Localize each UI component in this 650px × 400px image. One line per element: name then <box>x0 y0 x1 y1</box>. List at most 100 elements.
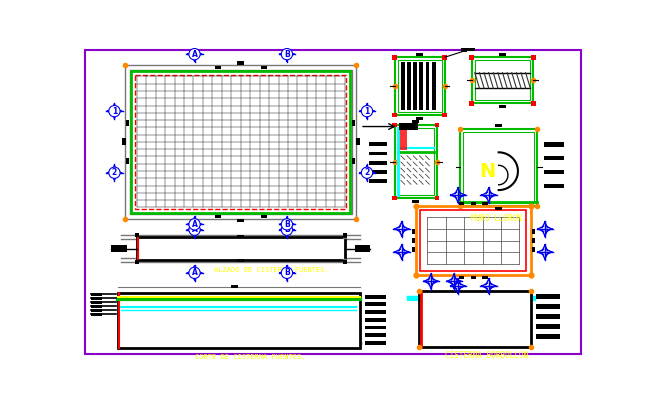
Bar <box>92 297 102 300</box>
Bar <box>461 48 474 51</box>
Bar <box>365 333 386 337</box>
Bar <box>474 60 530 100</box>
Bar <box>460 129 537 206</box>
Text: A: A <box>192 50 198 59</box>
Bar <box>415 206 531 275</box>
Bar <box>435 123 439 127</box>
Bar <box>237 62 244 65</box>
Bar <box>482 202 488 205</box>
Bar <box>237 218 244 222</box>
Bar <box>92 313 102 316</box>
Bar <box>343 233 346 237</box>
Bar <box>355 245 370 252</box>
Bar <box>356 138 359 146</box>
Bar <box>393 196 397 200</box>
Bar <box>461 49 467 52</box>
Bar <box>398 128 407 150</box>
Text: ALZADO DE CISTERNA FUENTES.: ALZADO DE CISTERNA FUENTES. <box>214 267 329 273</box>
Bar <box>443 113 447 117</box>
Bar <box>531 101 536 106</box>
Bar <box>237 235 244 238</box>
Bar <box>214 66 221 69</box>
Bar <box>413 200 419 203</box>
Bar <box>499 53 506 56</box>
Bar <box>393 113 397 117</box>
Bar <box>135 260 138 264</box>
Bar <box>545 170 564 174</box>
Bar <box>343 260 346 264</box>
Text: 2: 2 <box>112 168 117 177</box>
Bar <box>463 132 534 203</box>
Bar <box>131 71 350 213</box>
Bar <box>536 334 560 339</box>
Bar <box>426 62 430 110</box>
Bar <box>111 245 127 252</box>
Bar <box>395 57 445 115</box>
Bar <box>369 152 387 156</box>
Bar <box>393 123 397 127</box>
Bar <box>92 301 102 304</box>
Bar <box>365 310 386 314</box>
Bar <box>125 65 356 219</box>
Text: MURO LLORON.: MURO LLORON. <box>471 214 526 222</box>
Bar <box>261 66 267 69</box>
Bar <box>536 294 560 299</box>
Bar <box>365 318 386 322</box>
Text: B: B <box>284 268 290 277</box>
Bar <box>120 312 358 346</box>
Text: A: A <box>192 220 198 229</box>
Bar <box>545 184 564 188</box>
Text: A: A <box>192 268 198 277</box>
Bar <box>411 247 415 252</box>
Bar <box>401 62 405 110</box>
Bar <box>369 179 387 183</box>
Bar <box>369 170 387 174</box>
Bar <box>420 210 526 270</box>
Bar <box>214 215 221 218</box>
Bar <box>398 60 442 112</box>
Bar <box>395 125 437 198</box>
Bar <box>369 161 387 165</box>
Text: 1: 1 <box>112 107 117 116</box>
Bar <box>469 101 474 106</box>
Bar <box>365 295 386 299</box>
Bar <box>261 215 267 218</box>
Bar <box>419 62 423 110</box>
Bar <box>432 62 436 110</box>
Bar <box>411 238 415 243</box>
Bar <box>469 55 474 60</box>
Text: N: N <box>479 162 495 181</box>
Text: 2: 2 <box>365 168 370 177</box>
Bar <box>237 259 244 262</box>
Bar <box>399 123 418 130</box>
Bar <box>92 305 102 308</box>
Bar <box>536 304 560 309</box>
Bar <box>352 158 356 164</box>
Bar <box>536 314 560 319</box>
Bar <box>126 158 129 164</box>
Bar <box>365 326 386 330</box>
Bar <box>352 120 356 126</box>
Bar <box>416 116 423 120</box>
Bar <box>92 293 102 296</box>
Bar <box>398 128 434 195</box>
Bar <box>482 276 488 279</box>
Bar <box>471 202 476 205</box>
Text: B: B <box>284 220 290 229</box>
Text: B: B <box>284 225 290 234</box>
Bar <box>231 285 239 288</box>
Bar <box>545 156 564 160</box>
Bar <box>532 228 535 234</box>
Bar <box>472 57 534 104</box>
Bar <box>136 238 344 260</box>
Bar <box>413 62 417 110</box>
Bar <box>416 53 423 56</box>
Bar <box>495 207 502 210</box>
Text: CISTERNA BORBOLLON.: CISTERNA BORBOLLON. <box>445 351 532 360</box>
Bar <box>411 228 415 234</box>
Bar <box>365 341 386 345</box>
Bar <box>459 276 464 279</box>
Bar <box>369 142 387 146</box>
Text: 1: 1 <box>365 107 370 116</box>
Bar <box>413 120 419 124</box>
